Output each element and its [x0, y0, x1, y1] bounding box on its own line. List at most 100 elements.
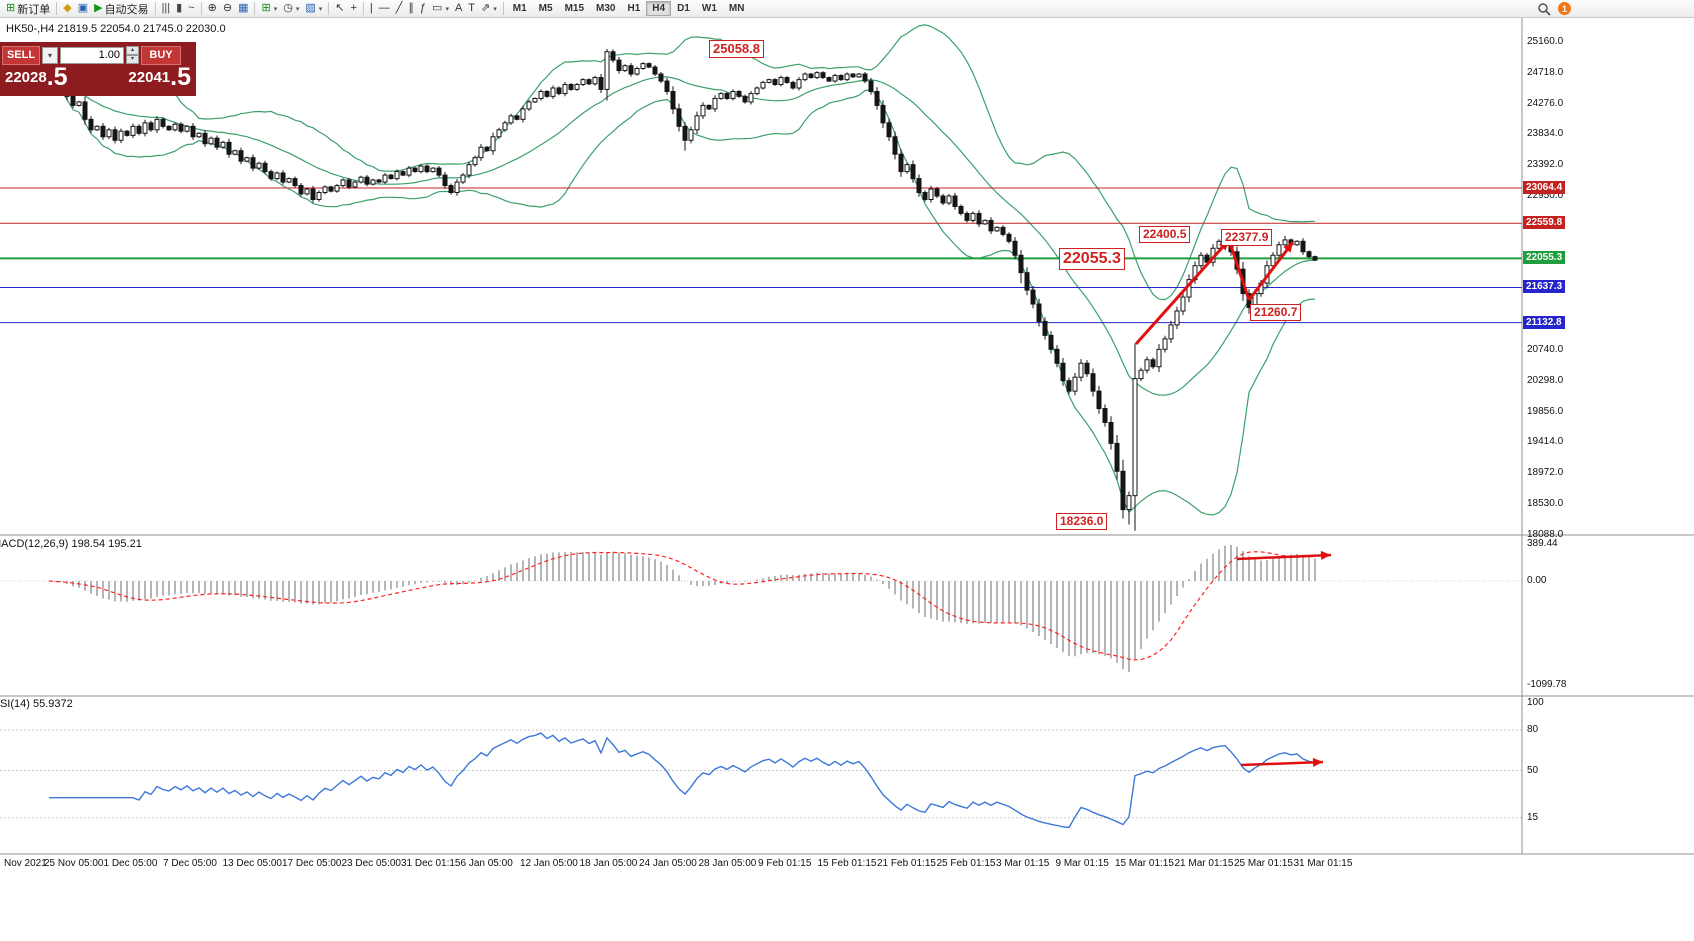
- price-axis-label: 22950.0: [1527, 190, 1564, 201]
- alert-icon: ◆: [63, 2, 72, 14]
- tile-windows-icon: ▦: [238, 2, 249, 14]
- volume-increase-button[interactable]: ▴: [126, 46, 139, 55]
- horizontal-line-button[interactable]: —: [376, 1, 393, 17]
- fibonacci-button[interactable]: ƒ: [417, 1, 429, 17]
- chart-symbol-info: HK50-,H4 21819.5 22054.0 21745.0 22030.0: [6, 23, 226, 35]
- price-annotation[interactable]: 21260.7: [1250, 304, 1302, 321]
- shapes-button[interactable]: ▭ ▾: [429, 1, 452, 17]
- candlestick-icon: ▮: [176, 2, 183, 14]
- price-annotation[interactable]: 25058.8: [709, 40, 764, 59]
- alerts-button[interactable]: ◆: [60, 1, 74, 17]
- price-axis-label: 24276.0: [1527, 97, 1564, 109]
- sell-price[interactable]: 22028.5: [5, 65, 68, 91]
- buy-price-dec: .5: [170, 63, 191, 91]
- toolbar-separator: [200, 2, 202, 15]
- horizontal-line-icon: —: [378, 2, 390, 14]
- price-axis-label: 20298.0: [1527, 374, 1564, 386]
- timeframe-button-d1[interactable]: D1: [671, 1, 696, 16]
- time-axis-label: 15 Mar 01:15: [1115, 858, 1174, 869]
- autotrading-button[interactable]: ▶ 自动交易: [91, 1, 151, 17]
- zoom-in-button[interactable]: ⊕: [205, 1, 220, 17]
- rsi-indicator-label: RSI(14) 55.9372: [0, 698, 73, 710]
- timeframe-button-m15[interactable]: M15: [559, 1, 590, 16]
- timeframe-button-m5[interactable]: M5: [533, 1, 559, 16]
- toolbar-separator: [502, 2, 504, 15]
- price-tag: 22559.8: [1523, 216, 1566, 230]
- price-annotation[interactable]: 22055.3: [1059, 248, 1125, 270]
- macd-axis-label: 389.44: [1527, 538, 1558, 549]
- time-axis-label: 1 Dec 05:00: [103, 858, 158, 869]
- templates-button[interactable]: ▧ ▾: [302, 1, 325, 17]
- rsi-axis-label: 80: [1527, 724, 1539, 735]
- cursor-button[interactable]: ↖: [332, 1, 347, 17]
- macd-axis-label: -1099.78: [1527, 679, 1567, 691]
- arrows-button[interactable]: ⇗ ▾: [478, 1, 500, 17]
- label-icon: T: [468, 2, 476, 14]
- price-axis-label: 23392.0: [1527, 159, 1564, 171]
- buy-price[interactable]: 22041.5: [128, 65, 191, 91]
- toolbar-separator: [362, 2, 364, 15]
- price-annotation[interactable]: 18236.0: [1056, 513, 1108, 530]
- toolbar-separator: [328, 2, 330, 15]
- tile-windows-button[interactable]: ▦: [235, 1, 251, 17]
- main-toolbar: ⊞ 新订单 ◆ ▣ ▶ 自动交易 ||| ▮ ~ ⊕ ⊖ ▦ ⊞ ▾ ◷ ▾ ▧ ▾ ↖ + | — ╱ ∥ ƒ ▭ ▾ A T ⇗ ▾ M1…: [0, 0, 1694, 18]
- zoom-in-icon: ⊕: [207, 2, 217, 14]
- sell-price-dec: .5: [46, 63, 68, 91]
- search-icon[interactable]: [1537, 2, 1551, 16]
- time-axis-label: 6 Jan 05:00: [460, 858, 513, 869]
- time-axis-label: 25 Feb 01:15: [936, 858, 996, 869]
- volume-input[interactable]: [60, 46, 124, 64]
- periods-button[interactable]: ◷ ▾: [280, 1, 302, 17]
- sell-button[interactable]: SELL: [2, 45, 40, 65]
- volume-decrease-button[interactable]: ▾: [126, 55, 139, 64]
- vertical-line-icon: |: [369, 2, 373, 14]
- new-order-button[interactable]: ⊞ 新订单: [3, 1, 53, 17]
- text-button[interactable]: A: [452, 1, 465, 17]
- zoom-out-button[interactable]: ⊖: [220, 1, 235, 17]
- trendline-button[interactable]: ╱: [393, 1, 406, 17]
- timeframe-button-w1[interactable]: W1: [696, 1, 723, 16]
- time-axis-label: 24 Jan 05:00: [639, 858, 697, 869]
- price-annotation[interactable]: 22377.9: [1221, 229, 1273, 246]
- vertical-line-button[interactable]: |: [367, 1, 376, 17]
- timeframe-button-h4[interactable]: H4: [646, 1, 672, 16]
- candlestick-chart-button[interactable]: ▮: [173, 1, 185, 17]
- timeframe-button-m1[interactable]: M1: [507, 1, 533, 16]
- new-order-icon: ⊞: [6, 2, 16, 14]
- notification-badge[interactable]: 1: [1558, 2, 1571, 15]
- price-axis-label: 18088.0: [1527, 528, 1564, 540]
- shapes-icon: ▭: [432, 2, 443, 14]
- channel-button[interactable]: ∥: [405, 1, 417, 17]
- chevron-down-icon: ▾: [493, 5, 497, 13]
- time-axis-label: 3 Mar 01:15: [996, 858, 1050, 869]
- profiles-button[interactable]: ▣: [75, 1, 91, 17]
- macd-axis-label: 0.00: [1527, 575, 1547, 586]
- indicators-icon: ⊞: [261, 2, 271, 14]
- indicators-button[interactable]: ⊞ ▾: [258, 1, 280, 17]
- fibonacci-icon: ƒ: [419, 2, 427, 14]
- price-annotation[interactable]: 22400.5: [1139, 226, 1191, 243]
- time-axis-label: 9 Feb 01:15: [758, 858, 812, 869]
- volume-dropdown-button[interactable]: ▾: [42, 46, 58, 64]
- sell-price-int: 22028: [5, 69, 47, 86]
- line-chart-button[interactable]: ~: [185, 1, 197, 17]
- price-axis-label: 20740.0: [1527, 344, 1564, 355]
- time-axis-label: 12 Jan 05:00: [520, 858, 578, 869]
- timeframe-button-m30[interactable]: M30: [590, 1, 621, 16]
- rsi-axis-label: 15: [1527, 811, 1539, 823]
- time-axis-label: 31 Dec 01:15: [401, 858, 461, 869]
- cursor-icon: ↖: [335, 2, 345, 14]
- volume-stepper: ▴ ▾: [126, 46, 139, 64]
- clock-icon: ◷: [283, 2, 293, 14]
- label-button[interactable]: T: [465, 1, 478, 17]
- price-axis-label: 18972.0: [1527, 467, 1564, 479]
- timeframe-button-h1[interactable]: H1: [621, 1, 646, 16]
- text-icon: A: [454, 2, 463, 14]
- price-axis-label: 23834.0: [1527, 128, 1564, 140]
- buy-button[interactable]: BUY: [141, 45, 181, 65]
- crosshair-button[interactable]: +: [347, 1, 359, 17]
- bar-chart-button[interactable]: |||: [159, 1, 174, 17]
- timeframe-button-mn[interactable]: MN: [723, 1, 751, 16]
